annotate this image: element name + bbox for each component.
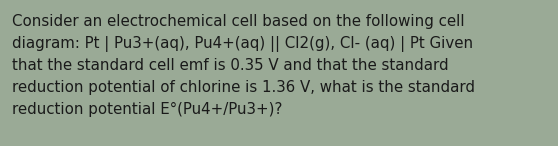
Text: that the standard cell emf is 0.35 V and that the standard: that the standard cell emf is 0.35 V and… (12, 58, 449, 73)
Text: reduction potential of chlorine is 1.36 V, what is the standard: reduction potential of chlorine is 1.36 … (12, 80, 475, 95)
Text: Consider an electrochemical cell based on the following cell: Consider an electrochemical cell based o… (12, 14, 465, 29)
Text: reduction potential E°(Pu4+/Pu3+)?: reduction potential E°(Pu4+/Pu3+)? (12, 102, 282, 117)
Text: diagram: Pt | Pu3+(aq), Pu4+(aq) || Cl2(g), Cl- (aq) | Pt Given: diagram: Pt | Pu3+(aq), Pu4+(aq) || Cl2(… (12, 36, 473, 52)
